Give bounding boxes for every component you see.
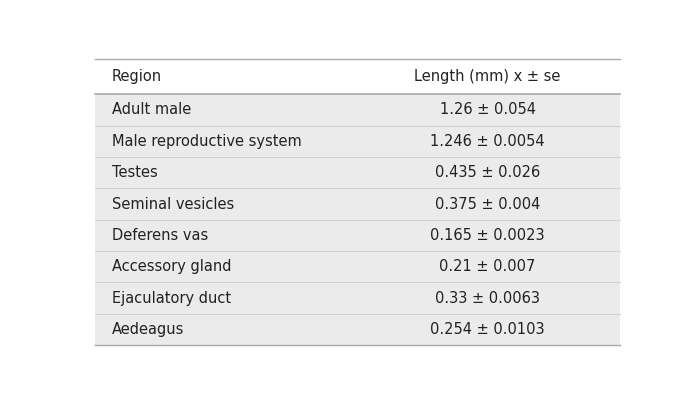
Text: Testes: Testes (112, 165, 157, 180)
Bar (96, 126, 620, 157)
Text: Adult male: Adult male (112, 102, 191, 117)
Bar (96, 188, 620, 220)
Bar (96, 220, 620, 251)
Text: 0.435 ± 0.026: 0.435 ± 0.026 (435, 165, 540, 180)
Text: Region: Region (112, 69, 162, 84)
Bar (96, 314, 620, 345)
Text: Ejaculatory duct: Ejaculatory duct (112, 291, 231, 306)
Bar (96, 157, 620, 188)
Text: Seminal vesicles: Seminal vesicles (112, 196, 234, 212)
Text: Male reproductive system: Male reproductive system (112, 134, 302, 149)
Bar (96, 251, 620, 282)
Bar (96, 94, 620, 126)
Text: Accessory gland: Accessory gland (112, 259, 231, 274)
Text: Length (mm) x ± se: Length (mm) x ± se (415, 69, 560, 84)
Text: Aedeagus: Aedeagus (112, 322, 184, 337)
Bar (96, 282, 620, 314)
Text: 0.21 ± 0.007: 0.21 ± 0.007 (439, 259, 536, 274)
Text: 0.165 ± 0.0023: 0.165 ± 0.0023 (430, 228, 545, 243)
Text: 0.33 ± 0.0063: 0.33 ± 0.0063 (435, 291, 540, 306)
Text: 0.375 ± 0.004: 0.375 ± 0.004 (435, 196, 540, 212)
Text: Deferens vas: Deferens vas (112, 228, 208, 243)
Text: 1.246 ± 0.0054: 1.246 ± 0.0054 (430, 134, 545, 149)
Text: 0.254 ± 0.0103: 0.254 ± 0.0103 (430, 322, 545, 337)
Text: 1.26 ± 0.054: 1.26 ± 0.054 (440, 102, 535, 117)
